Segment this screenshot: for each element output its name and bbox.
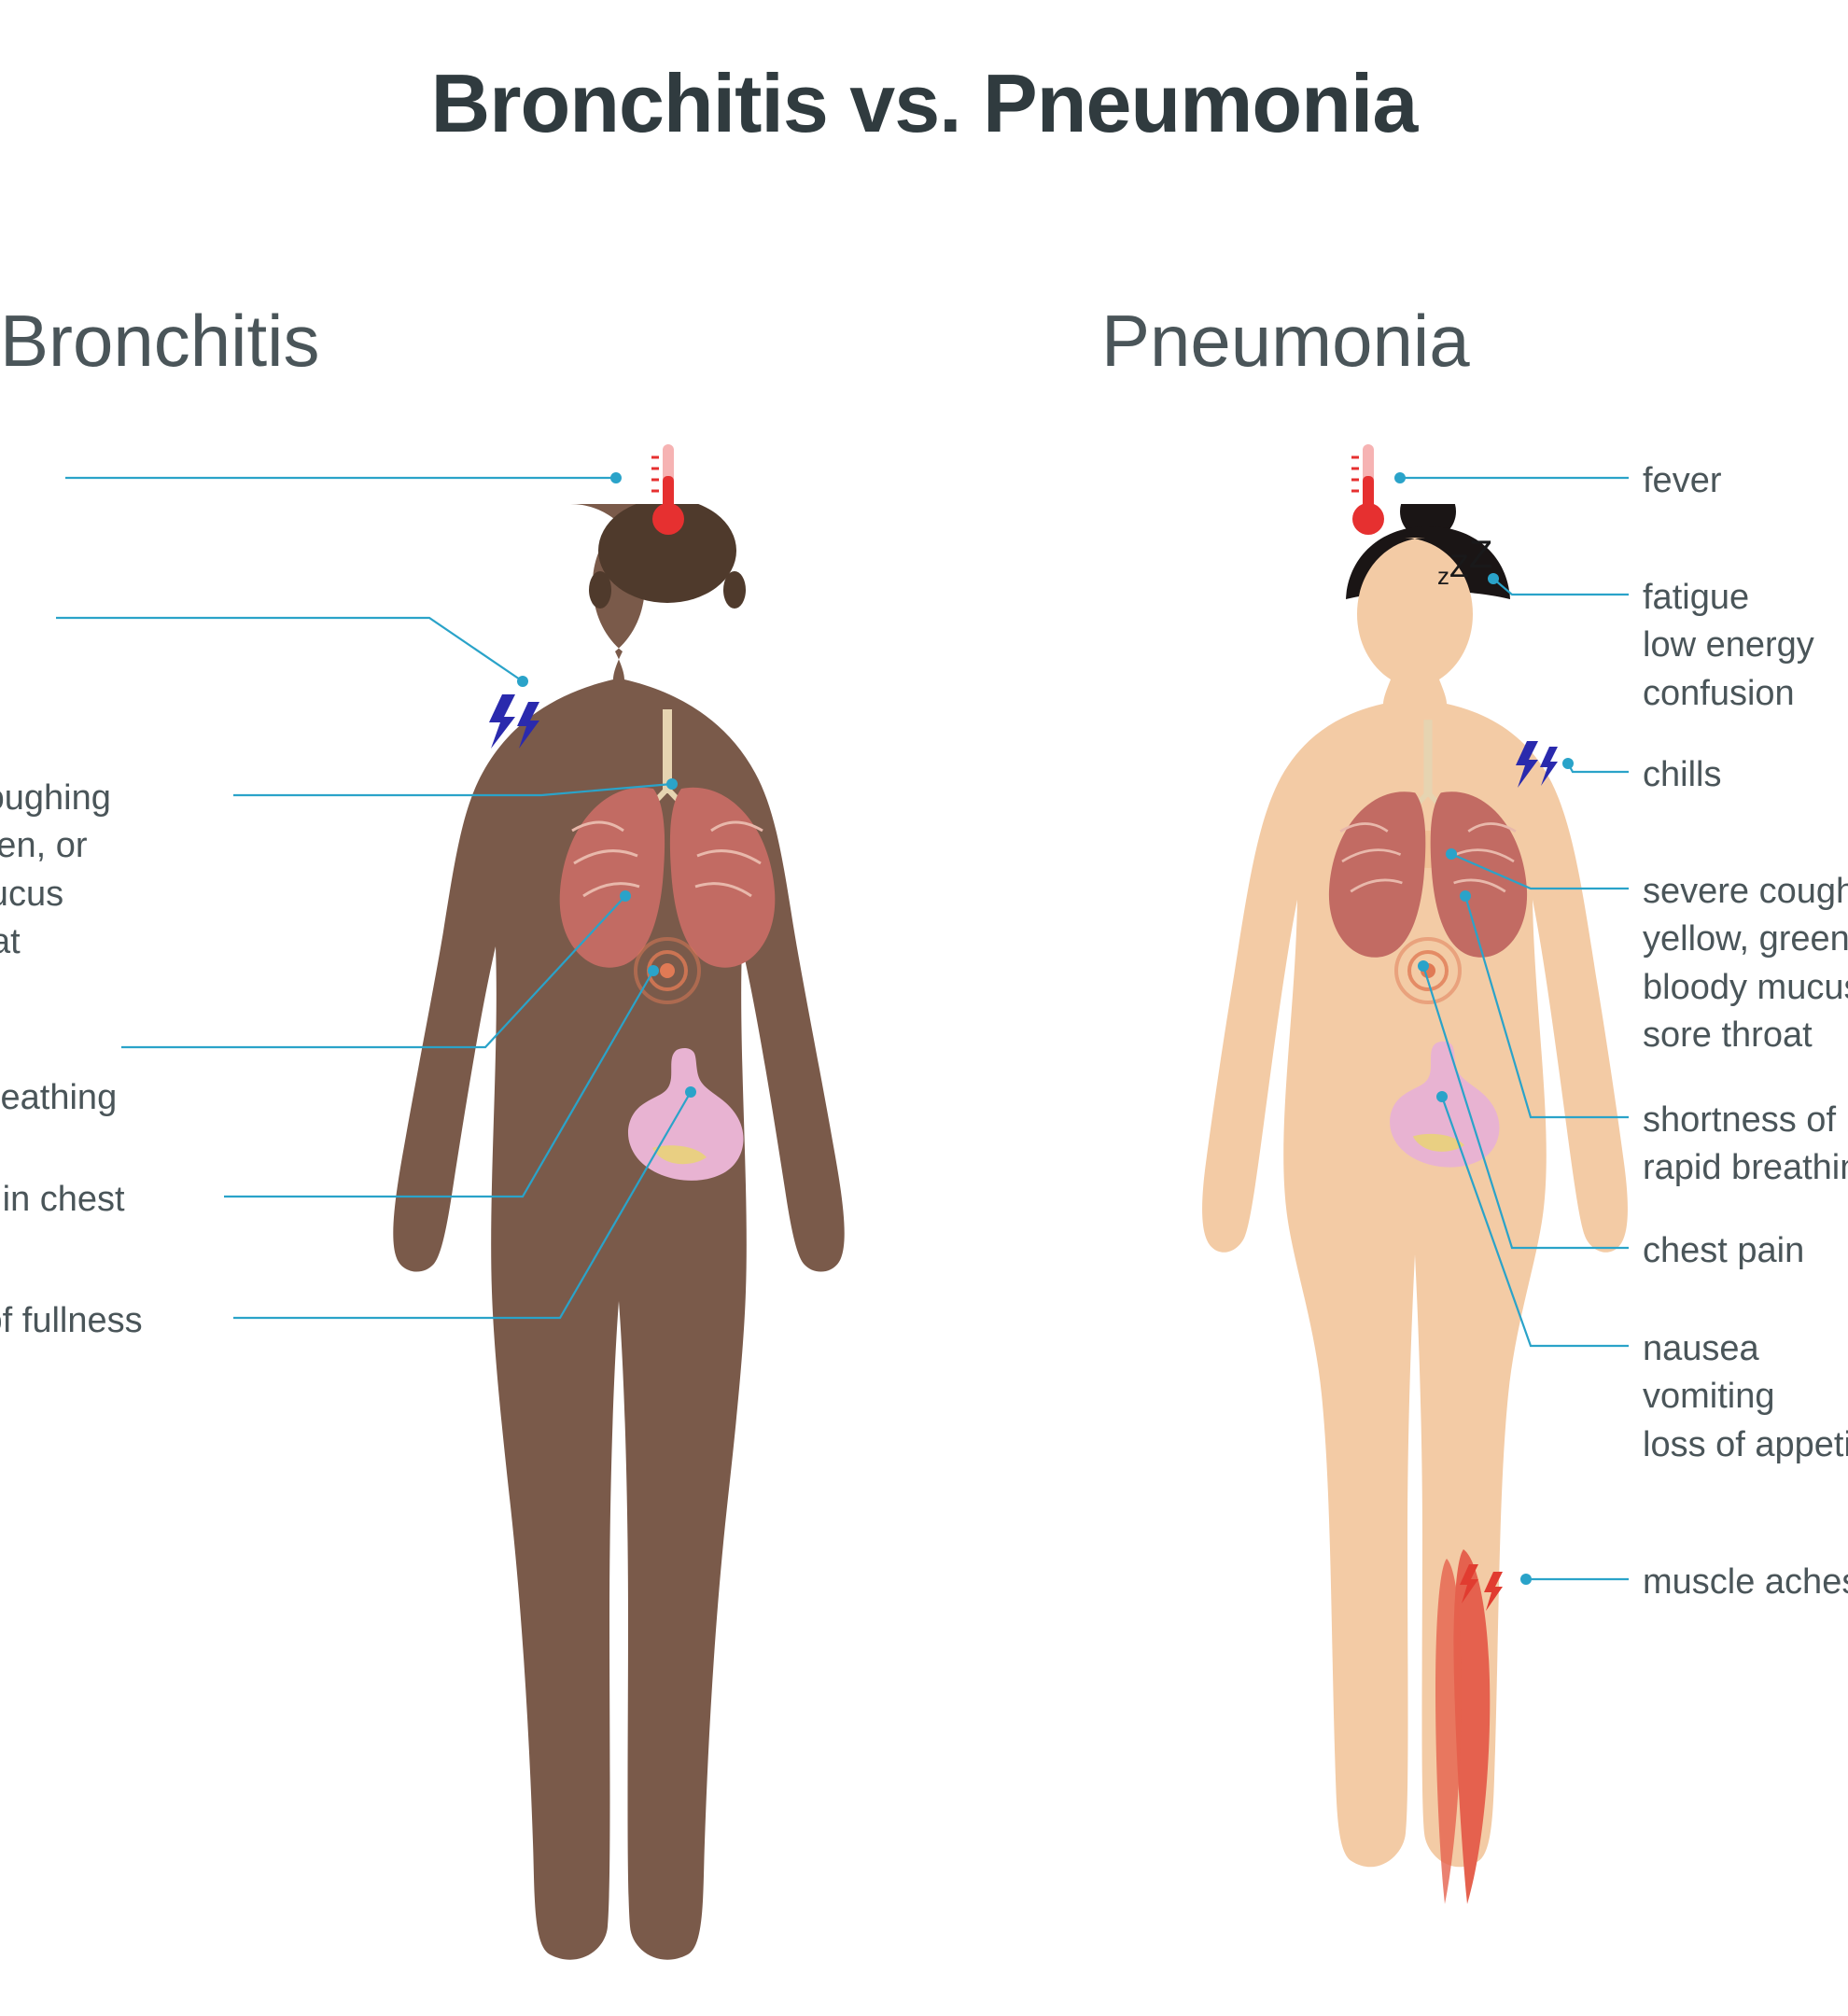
left-subtitle: Bronchitis: [0, 299, 319, 384]
lightning-icon: [1512, 737, 1568, 793]
label-cough-left: severe coughing clear, green, or yellow …: [0, 775, 224, 966]
label-fever-left: fever: [0, 457, 224, 505]
male-body: [378, 504, 957, 2016]
female-body: [1167, 504, 1689, 2016]
thermometer-icon: [644, 439, 691, 541]
lightning-icon: [485, 691, 551, 756]
thermometer-icon: [1344, 439, 1391, 541]
label-fullness-left: feelings of fullness: [0, 1297, 224, 1345]
label-wheeze-left: wheezing trouble breathing: [0, 1027, 224, 1123]
label-chills-left: chills: [0, 597, 224, 645]
page-title: Bronchitis vs. Pneumonia: [0, 56, 1848, 151]
label-tight-left: tightness in chest: [0, 1176, 224, 1224]
pain-bolt-icon: [1456, 1559, 1512, 1615]
right-subtitle: Pneumonia: [1101, 299, 1470, 384]
zzz-icon: zZZ: [1437, 549, 1492, 594]
label-fever-right: fever: [1643, 457, 1721, 505]
